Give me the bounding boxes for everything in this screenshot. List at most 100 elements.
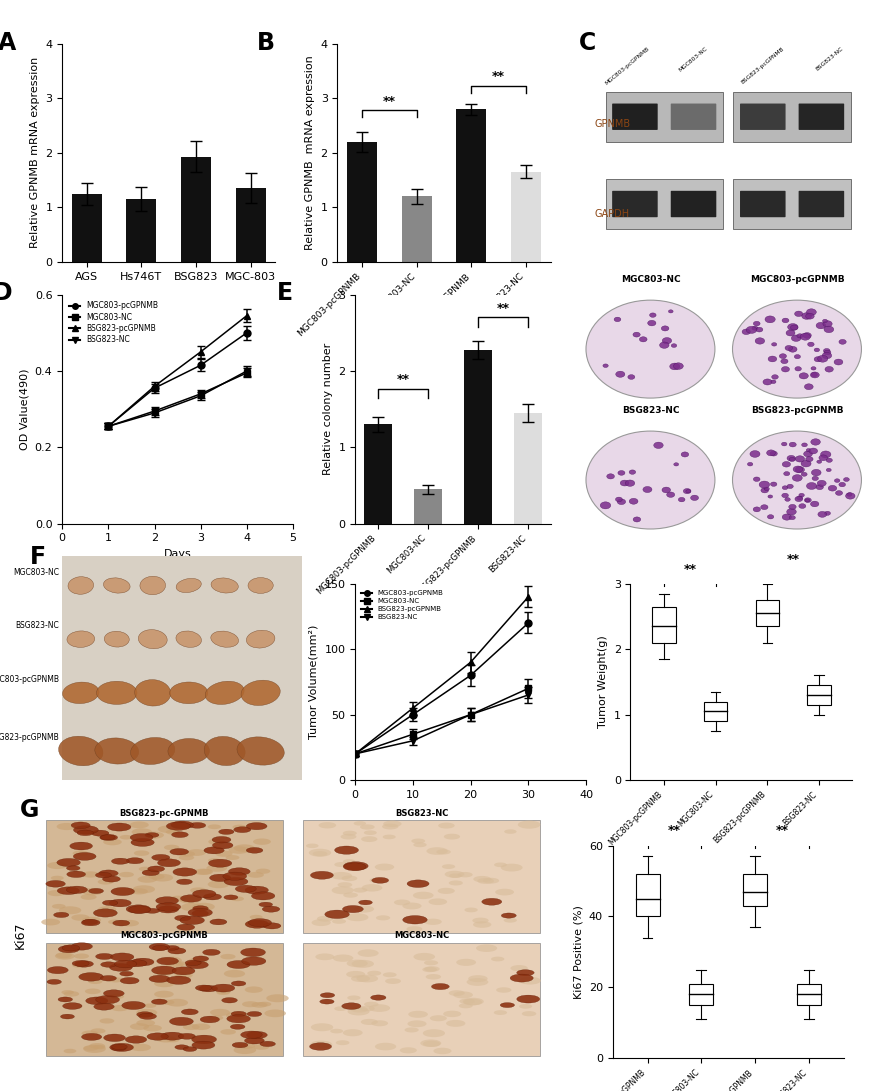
Ellipse shape bbox=[823, 348, 830, 352]
Ellipse shape bbox=[64, 1048, 76, 1053]
Bar bbox=[46, 820, 282, 933]
Ellipse shape bbox=[352, 960, 374, 968]
Ellipse shape bbox=[148, 874, 164, 879]
Ellipse shape bbox=[360, 1006, 375, 1011]
Ellipse shape bbox=[472, 918, 488, 923]
Ellipse shape bbox=[71, 943, 92, 950]
Ellipse shape bbox=[423, 1041, 440, 1047]
Ellipse shape bbox=[168, 739, 210, 764]
Ellipse shape bbox=[71, 822, 91, 828]
Ellipse shape bbox=[212, 837, 231, 843]
Ellipse shape bbox=[761, 505, 768, 509]
Ellipse shape bbox=[400, 1047, 416, 1054]
Ellipse shape bbox=[781, 367, 789, 372]
Ellipse shape bbox=[844, 478, 849, 481]
Ellipse shape bbox=[629, 470, 636, 475]
Ellipse shape bbox=[803, 333, 812, 338]
Ellipse shape bbox=[237, 736, 284, 765]
Ellipse shape bbox=[811, 372, 820, 377]
Ellipse shape bbox=[478, 878, 494, 884]
Text: BSG823-pcGPNMB: BSG823-pcGPNMB bbox=[741, 46, 785, 85]
Ellipse shape bbox=[617, 499, 626, 504]
Ellipse shape bbox=[463, 998, 484, 1005]
Ellipse shape bbox=[86, 997, 107, 1005]
Ellipse shape bbox=[183, 1024, 200, 1030]
Ellipse shape bbox=[780, 353, 787, 359]
Ellipse shape bbox=[131, 738, 175, 765]
Ellipse shape bbox=[811, 372, 818, 376]
Ellipse shape bbox=[209, 1016, 223, 1020]
Ellipse shape bbox=[753, 477, 760, 481]
Ellipse shape bbox=[211, 578, 238, 594]
Ellipse shape bbox=[448, 991, 464, 996]
Ellipse shape bbox=[347, 1008, 369, 1016]
Ellipse shape bbox=[771, 482, 777, 487]
Ellipse shape bbox=[155, 991, 174, 997]
Ellipse shape bbox=[245, 920, 269, 928]
Ellipse shape bbox=[208, 859, 220, 863]
Ellipse shape bbox=[600, 502, 611, 508]
Ellipse shape bbox=[647, 321, 656, 326]
Ellipse shape bbox=[85, 1033, 101, 1040]
Bar bbox=[511, 172, 541, 262]
Ellipse shape bbox=[765, 487, 769, 491]
Ellipse shape bbox=[140, 576, 165, 595]
Ellipse shape bbox=[130, 1044, 151, 1051]
Ellipse shape bbox=[781, 359, 788, 363]
Ellipse shape bbox=[130, 1023, 149, 1030]
Bar bbox=[46, 943, 282, 1056]
Ellipse shape bbox=[112, 1044, 127, 1050]
Ellipse shape bbox=[768, 495, 773, 499]
Ellipse shape bbox=[228, 847, 250, 854]
Ellipse shape bbox=[186, 961, 209, 969]
Ellipse shape bbox=[383, 835, 396, 839]
Ellipse shape bbox=[134, 850, 149, 856]
Ellipse shape bbox=[794, 355, 800, 359]
Ellipse shape bbox=[217, 988, 231, 994]
Ellipse shape bbox=[346, 913, 369, 921]
Ellipse shape bbox=[209, 860, 232, 867]
Ellipse shape bbox=[772, 343, 777, 346]
Ellipse shape bbox=[347, 995, 361, 1000]
Ellipse shape bbox=[85, 988, 100, 994]
Ellipse shape bbox=[344, 863, 366, 871]
Ellipse shape bbox=[785, 497, 790, 501]
Ellipse shape bbox=[175, 915, 191, 921]
Ellipse shape bbox=[683, 489, 691, 494]
Ellipse shape bbox=[805, 313, 814, 320]
Ellipse shape bbox=[782, 485, 788, 490]
FancyBboxPatch shape bbox=[670, 104, 717, 130]
Ellipse shape bbox=[407, 926, 423, 932]
Ellipse shape bbox=[817, 460, 821, 464]
Ellipse shape bbox=[457, 872, 472, 877]
Ellipse shape bbox=[183, 1046, 197, 1052]
Ellipse shape bbox=[234, 827, 250, 832]
Text: **: ** bbox=[684, 563, 696, 576]
Ellipse shape bbox=[83, 1045, 99, 1051]
Ellipse shape bbox=[156, 902, 181, 911]
Ellipse shape bbox=[77, 830, 93, 836]
Bar bbox=[304, 820, 540, 933]
Y-axis label: OD Value(490): OD Value(490) bbox=[20, 369, 29, 449]
Ellipse shape bbox=[131, 958, 154, 966]
Ellipse shape bbox=[372, 877, 389, 884]
Ellipse shape bbox=[93, 1045, 106, 1050]
Ellipse shape bbox=[811, 501, 819, 507]
Ellipse shape bbox=[800, 333, 811, 340]
Bar bbox=[235, 188, 266, 262]
Ellipse shape bbox=[311, 872, 333, 879]
Text: F: F bbox=[30, 546, 46, 570]
Ellipse shape bbox=[153, 946, 168, 950]
Ellipse shape bbox=[166, 829, 180, 835]
Ellipse shape bbox=[167, 976, 191, 984]
Ellipse shape bbox=[438, 888, 455, 894]
Ellipse shape bbox=[825, 367, 833, 372]
Text: **: ** bbox=[383, 95, 396, 108]
Ellipse shape bbox=[132, 885, 155, 894]
Ellipse shape bbox=[799, 504, 805, 508]
Bar bbox=[514, 412, 542, 524]
Ellipse shape bbox=[197, 868, 213, 875]
Ellipse shape bbox=[178, 854, 194, 861]
Ellipse shape bbox=[334, 862, 348, 867]
Ellipse shape bbox=[210, 1009, 230, 1016]
